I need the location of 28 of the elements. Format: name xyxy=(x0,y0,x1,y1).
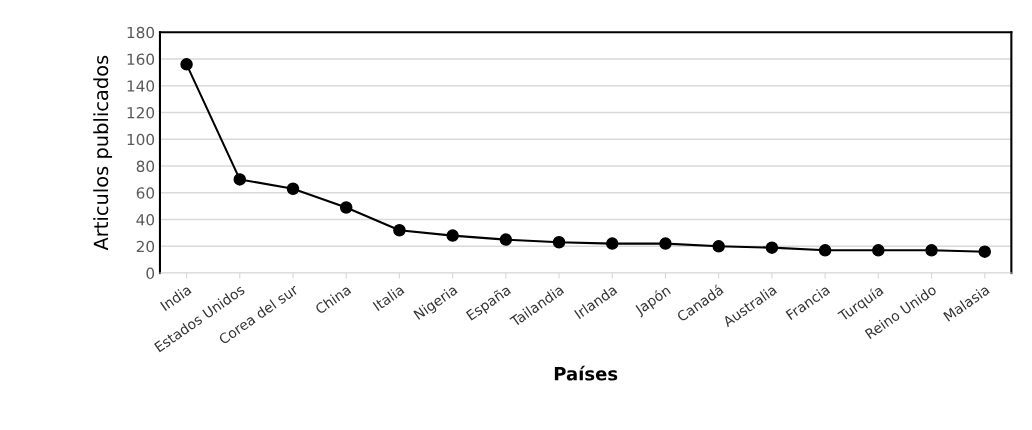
y-tick-label: 140 xyxy=(127,80,155,92)
point xyxy=(606,237,619,250)
y-tick-label: 100 xyxy=(127,133,155,146)
point xyxy=(765,241,779,254)
point xyxy=(925,244,938,257)
point xyxy=(393,223,406,237)
x-axis-title: Países xyxy=(554,365,618,381)
y-tick-label: 20 xyxy=(136,240,155,253)
point xyxy=(659,237,672,250)
y-axis-title: Articulos publicados xyxy=(93,55,113,251)
point xyxy=(552,236,566,249)
point xyxy=(818,244,832,257)
point xyxy=(339,201,353,214)
point xyxy=(499,233,513,246)
y-tick-label: 0 xyxy=(146,267,155,280)
point xyxy=(978,245,992,258)
y-tick-label: 40 xyxy=(136,214,155,226)
point xyxy=(446,229,459,242)
point xyxy=(286,182,300,196)
y-tick-label: 180 xyxy=(127,26,155,39)
point xyxy=(712,240,725,253)
point xyxy=(233,173,247,186)
y-tick-label: 160 xyxy=(127,53,155,66)
y-tick-label: 60 xyxy=(136,187,155,199)
point xyxy=(872,244,885,257)
point xyxy=(180,58,193,71)
y-tick-label: 80 xyxy=(136,160,155,173)
y-tick-label: 120 xyxy=(127,106,155,119)
